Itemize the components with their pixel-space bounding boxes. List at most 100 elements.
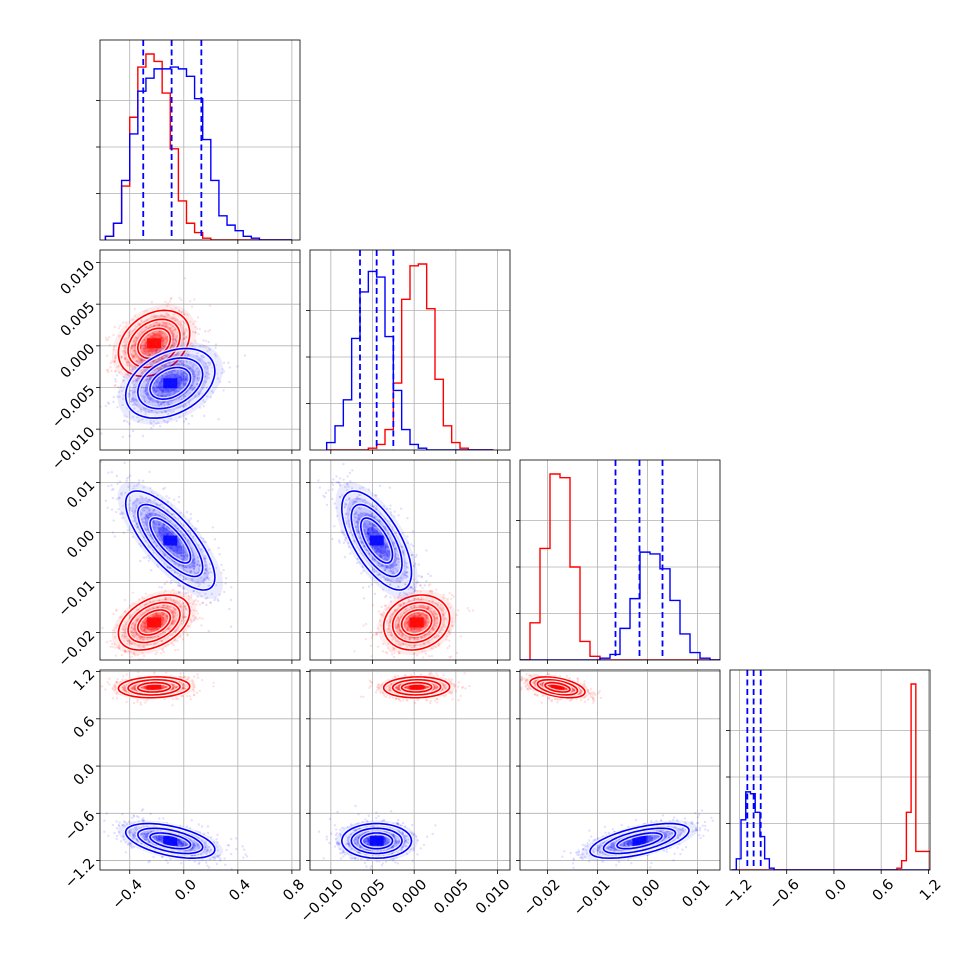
scatter-point [131,365,134,368]
scatter-point [149,362,152,365]
contour-red [117,594,191,651]
scatter-point [165,495,168,498]
scatter-point [126,420,129,423]
scatter-point [185,578,188,581]
contour-red [136,609,172,636]
scatter-point [161,523,165,527]
scatter-point [452,595,455,598]
scatter-point [114,356,117,359]
scatter-point [185,608,188,611]
scatter-point [159,394,162,397]
scatter-point [182,364,185,367]
scatter-point [158,386,162,390]
scatter-point [144,389,147,392]
scatter-point [142,486,145,489]
scatter-point [157,605,160,608]
scatter-point [153,522,156,525]
scatter-point [160,394,163,397]
scatter-point [160,385,163,388]
scatter-point [160,335,163,338]
scatter-point [158,531,161,534]
scatter-point [144,347,148,350]
scatter-point [172,615,175,618]
scatter-point [144,522,147,525]
scatter-point [165,339,169,343]
scatter-point [161,526,165,529]
scatter-point [130,626,134,629]
scatter-point [162,344,165,347]
scatter-point [123,598,127,602]
scatter-point [188,387,191,390]
scatter-point [151,348,155,351]
scatter-point [180,554,183,558]
scatter-point [180,310,184,314]
scatter-point [174,306,177,310]
scatter-point [196,618,199,621]
scatter-point [193,567,196,571]
scatter-point [380,605,383,609]
scatter-point [162,487,165,491]
scatter-point [189,517,192,520]
scatter-point [147,350,150,353]
scatter-point [145,309,148,312]
scatter-point [196,351,199,355]
scatter-point [132,652,136,655]
scatter-point [146,326,150,330]
scatter-point [158,531,162,534]
scatter-point [195,527,198,530]
scatter-point [164,341,168,344]
scatter-point [160,315,163,318]
scatter-point [173,390,177,393]
scatter-point [176,640,179,643]
scatter-point [414,555,417,559]
scatter-point [154,612,157,615]
scatter-point [171,611,175,614]
scatter-point [207,629,210,633]
scatter-point [177,351,181,355]
scatter-point [145,507,149,510]
scatter-point [173,602,177,605]
scatter-point [141,418,144,421]
scatter-point [157,402,160,405]
scatter-point [148,600,152,604]
scatter-point [144,350,147,353]
scatter-point [168,393,171,397]
scatter-point [135,398,138,401]
scatter-point [136,420,140,424]
scatter-point [217,546,220,550]
scatter-point [135,484,139,487]
scatter-point [413,614,416,617]
scatter-point [162,612,165,615]
scatter-point [177,385,180,389]
scatter-point [136,526,139,529]
scatter-point [155,502,158,505]
scatter-point [214,355,218,358]
scatter-point [161,617,165,620]
scatter-point [140,512,143,516]
scatter-point [150,409,153,413]
scatter-point [154,523,157,526]
scatter-point [145,378,148,381]
scatter-point [156,628,159,631]
scatter-point [104,336,108,340]
scatter-point [117,371,121,374]
scatter-point [142,629,146,633]
scatter-point [167,533,170,536]
scatter-point [158,322,161,326]
scatter-point [415,627,419,630]
scatter-point [425,616,428,619]
scatter-point [161,394,164,398]
scatter-point [131,381,134,385]
scatter-point [155,389,158,392]
scatter-point [118,646,121,650]
scatter-point [157,614,160,617]
scatter-point [223,590,226,594]
scatter-point [166,556,169,559]
scatter-point [196,563,199,566]
scatter-point [139,408,142,411]
scatter-point [124,623,127,626]
scatter-point [150,513,153,517]
scatter-point [173,328,176,332]
scatter-point [158,349,161,353]
scatter-point [118,324,122,327]
